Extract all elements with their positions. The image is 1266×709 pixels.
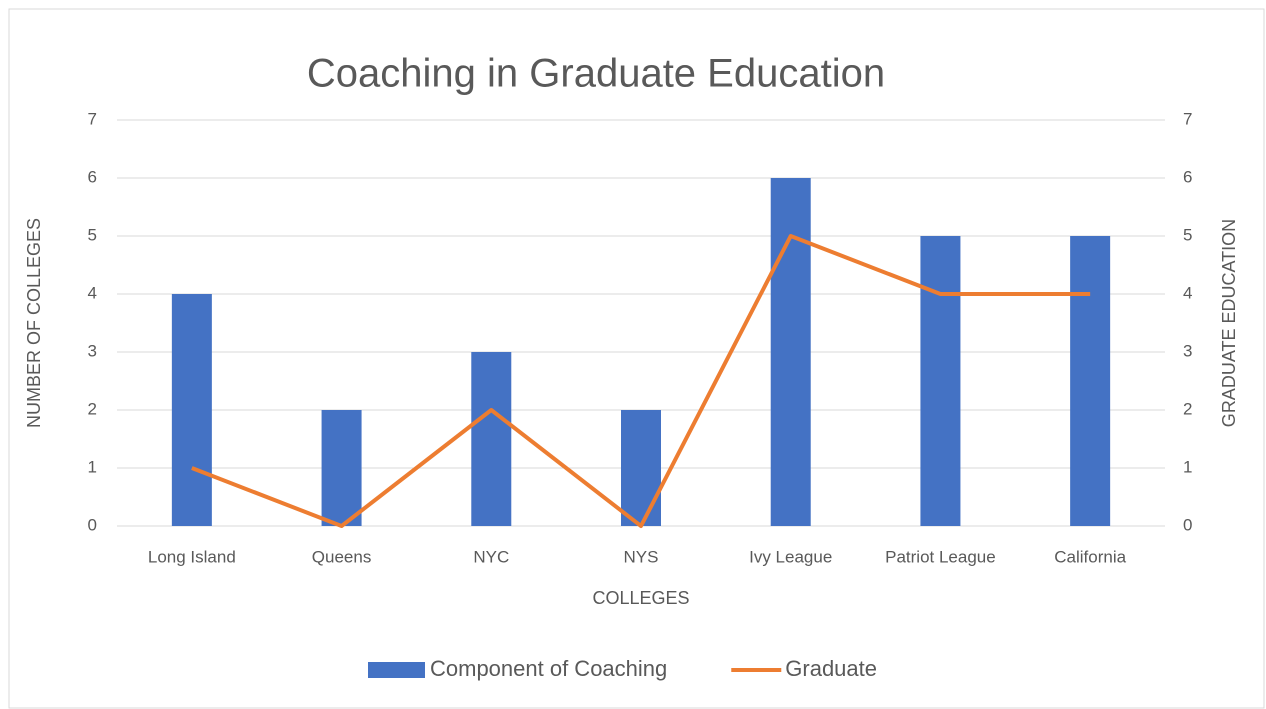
y-tick-label: 7 [88,109,97,128]
y2-tick-label: 2 [1183,399,1192,418]
y2-tick-label: 3 [1183,341,1192,360]
y2-tick-label: 5 [1183,225,1192,244]
y2-tick-label: 7 [1183,109,1192,128]
legend-swatch [368,662,425,678]
y-tick-label: 1 [88,457,97,476]
x-tick-label: Long Island [148,547,236,566]
bar [770,178,811,526]
legend-label: Graduate [785,656,877,681]
y-axis-label: NUMBER OF COLLEGES [24,218,44,428]
x-tick-label: Patriot League [885,547,996,566]
y2-axis-label: GRADUATE EDUCATION [1219,219,1239,427]
x-tick-label: California [1054,547,1126,566]
x-tick-label: NYS [624,547,659,566]
x-axis-label: COLLEGES [592,588,689,608]
bar [920,236,961,526]
y-tick-label: 5 [88,225,97,244]
legend-label: Component of Coaching [430,656,667,681]
y2-tick-label: 4 [1183,283,1192,302]
x-tick-label: NYC [473,547,509,566]
x-tick-label: Ivy League [749,547,832,566]
chart-title: Coaching in Graduate Education [307,52,885,96]
y2-tick-label: 1 [1183,457,1192,476]
y2-tick-label: 6 [1183,167,1192,186]
bar [471,352,512,526]
bar [321,410,362,526]
x-tick-label: Queens [312,547,372,566]
y-tick-label: 3 [88,341,97,360]
bar [621,410,661,526]
y2-tick-label: 0 [1183,515,1192,534]
line [191,234,1091,528]
bar [1070,236,1111,526]
bar [171,294,212,526]
y-tick-label: 0 [88,515,97,534]
y-tick-label: 6 [88,167,97,186]
y-tick-label: 4 [88,283,97,302]
chart-frame [8,8,1265,709]
y-tick-label: 2 [88,399,97,418]
